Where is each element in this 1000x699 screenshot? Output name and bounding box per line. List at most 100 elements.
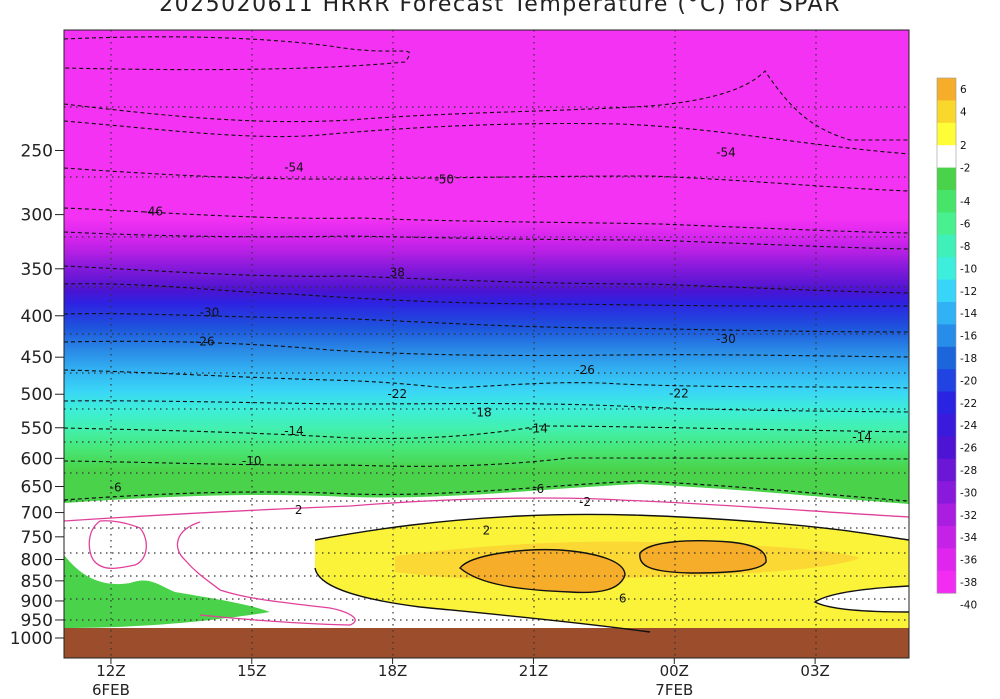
colorbar-label: -34 xyxy=(960,532,977,544)
warm-core-6c-a xyxy=(460,549,625,593)
colorbar-label: -18 xyxy=(960,353,977,365)
colorbar-segment xyxy=(937,167,956,191)
colorbar-frame xyxy=(936,77,957,594)
contour-label: -6 xyxy=(110,481,122,495)
contour-label: -18 xyxy=(472,406,492,420)
x-tick-day-label: 7FEB xyxy=(655,681,693,699)
contour-label: -26 xyxy=(575,363,595,377)
contour-label: -10 xyxy=(242,454,262,468)
y-tick-label: 500 xyxy=(21,385,53,405)
vertical-gridlines xyxy=(110,30,817,658)
contour-label: 2 xyxy=(483,524,491,538)
colorbar-segment xyxy=(937,78,956,101)
colorbar-segment xyxy=(937,481,956,504)
contour-label: -2 xyxy=(579,495,591,509)
colorbar-segment xyxy=(937,145,956,168)
colorbar-label: -36 xyxy=(960,555,977,567)
plot-frame xyxy=(63,29,910,659)
ground-surface xyxy=(64,628,909,658)
y-axis: 2503003504004505005506006507007508008509… xyxy=(10,141,64,649)
colorbar-label: 2 xyxy=(960,140,967,152)
colorbar-segment xyxy=(937,391,956,415)
contour-label: 6 xyxy=(619,592,627,606)
colorbar-label: -8 xyxy=(960,241,970,253)
colorbar-segment xyxy=(937,369,956,392)
colorbar-label: -16 xyxy=(960,331,977,343)
colorbar-label: 4 xyxy=(960,107,967,119)
contour-2c xyxy=(314,513,909,541)
x-tick-label: 21Z xyxy=(519,662,548,680)
colorbar-segment xyxy=(937,548,956,572)
isotherms-negative xyxy=(64,36,909,467)
colorbar-segment xyxy=(937,436,956,460)
colorbar-label: -4 xyxy=(960,196,971,208)
y-tick-label: 400 xyxy=(21,307,53,327)
colorbar-label: -14 xyxy=(960,308,977,320)
y-tick-label: 800 xyxy=(21,551,53,571)
contour-label: -54 xyxy=(716,145,736,159)
contour-6c-b xyxy=(639,540,767,574)
colorbar-label: -24 xyxy=(960,420,977,432)
contour-label: -6 xyxy=(532,482,544,496)
colorbar-segment xyxy=(937,212,956,236)
contour-label: -14 xyxy=(528,421,548,435)
contour-label: -26 xyxy=(195,335,215,349)
colorbar-label: -26 xyxy=(960,443,977,455)
colorbar-label: -6 xyxy=(960,219,971,231)
colorbar-label: -30 xyxy=(960,487,977,499)
colorbar-label: -32 xyxy=(960,510,977,522)
colorbar-segment xyxy=(937,100,956,124)
contour-label: -22 xyxy=(669,386,689,400)
colorbar-segment xyxy=(937,570,956,594)
y-tick-label: 250 xyxy=(21,141,53,161)
contour-label: -14 xyxy=(852,430,872,444)
contour-label: 38 xyxy=(390,265,405,279)
colorbar-segment xyxy=(937,503,956,527)
y-tick-label: 550 xyxy=(21,419,53,439)
y-tick-label: 350 xyxy=(21,260,53,280)
y-tick-label: 850 xyxy=(21,572,53,592)
x-tick-day-label: 6FEB xyxy=(92,681,130,699)
zero-degree-isotherm xyxy=(64,497,909,626)
contour-label: -54 xyxy=(284,160,304,174)
contour-label: -30 xyxy=(200,306,220,320)
colorbar-label: -28 xyxy=(960,465,977,477)
colorbar-label: -40 xyxy=(960,599,977,611)
colorbar-segment xyxy=(937,190,956,213)
colorbar-segment xyxy=(937,458,956,482)
contour-2c-lower xyxy=(314,567,651,633)
colorbar-label: -22 xyxy=(960,398,977,410)
chart-title: 2025020611 HRRR Forecast Temperature (°C… xyxy=(159,0,841,17)
x-tick-label: 03Z xyxy=(800,662,829,680)
colorbar-label: 6 xyxy=(960,84,967,96)
y-tick-label: 700 xyxy=(21,504,53,524)
y-tick-label: 1000 xyxy=(10,629,53,649)
colorbar-label: -2 xyxy=(960,163,970,175)
colorbar-segment xyxy=(937,122,956,146)
cold-ground-layer xyxy=(64,555,270,628)
x-tick-label: 00Z xyxy=(660,662,689,680)
colorbar-segment xyxy=(937,279,956,303)
contour-label: -22 xyxy=(388,387,408,401)
colorbar-segment xyxy=(937,324,956,348)
colorbar-segment xyxy=(937,257,956,280)
warm-core-6c-b xyxy=(639,540,767,573)
y-tick-label: 650 xyxy=(21,478,53,498)
y-tick-label: 750 xyxy=(21,528,53,548)
contour-6c-a xyxy=(459,548,626,594)
contour-label: -50 xyxy=(434,172,454,186)
x-tick-label: 18Z xyxy=(378,662,407,680)
isotherms-positive xyxy=(314,513,909,633)
colorbar-segment xyxy=(937,302,956,325)
colorbar-segment xyxy=(937,234,956,258)
y-tick-label: 300 xyxy=(21,206,53,226)
contour-label: 2 xyxy=(295,503,303,517)
x-tick-label: 15Z xyxy=(237,662,266,680)
y-tick-label: 600 xyxy=(21,449,53,469)
contour-label: -30 xyxy=(716,332,736,346)
colorbar-segment xyxy=(937,414,956,437)
colorbar-label: -38 xyxy=(960,577,977,589)
